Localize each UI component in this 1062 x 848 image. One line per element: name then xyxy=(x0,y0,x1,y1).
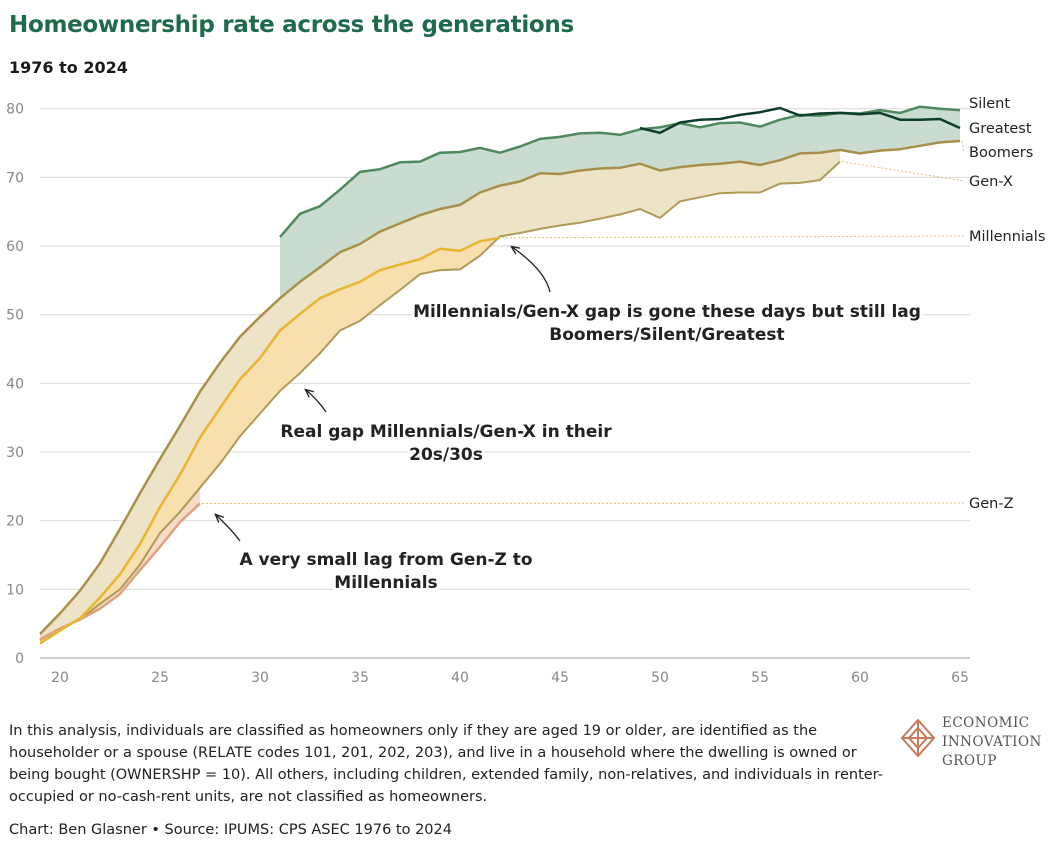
x-tick-label: 50 xyxy=(651,670,669,686)
x-tick-label: 30 xyxy=(251,670,269,686)
y-tick-label: 0 xyxy=(15,651,24,667)
x-tick-label: 40 xyxy=(451,670,469,686)
series-labels: Silent Greatest Boomers Gen-X Millennials Gen… xyxy=(969,96,1045,512)
annotation-text: A very small lag from Gen-Z to xyxy=(239,550,532,570)
x-tick-label: 45 xyxy=(551,670,569,686)
annotation-text: Boomers/Silent/Greatest xyxy=(549,325,784,345)
leader-gen-z xyxy=(201,502,965,505)
logo-line-2: INNOVATION xyxy=(942,734,1042,750)
series-line-greatest xyxy=(639,106,961,135)
annotation-text: Millennials xyxy=(334,573,437,593)
series-label-gen-x: Gen-X xyxy=(969,174,1013,190)
annotation-halo: Real gap Millennials/Gen-X in their xyxy=(280,422,612,442)
y-tick-label: 50 xyxy=(6,308,24,324)
annotation-arrow xyxy=(216,515,241,542)
logo-line-3: GROUP xyxy=(942,753,997,769)
leader-millennials xyxy=(501,235,965,239)
chart-title: Homeownership rate across the generation… xyxy=(9,12,574,38)
annotation-text: Millennials/Gen-X gap is gone these days… xyxy=(413,302,921,322)
x-tick-label: 35 xyxy=(351,670,369,686)
logo-line-1: ECONOMIC xyxy=(942,715,1030,731)
series-label-gen-z: Gen-Z xyxy=(969,496,1014,512)
annotation-text: 20s/30s xyxy=(409,445,483,465)
x-tick-label: 20 xyxy=(51,670,69,686)
x-tick-label: 55 xyxy=(751,670,769,686)
annotation-halo: Millennials xyxy=(334,573,437,593)
y-tick-label: 40 xyxy=(6,376,24,392)
annotation-halo: A very small lag from Gen-Z to xyxy=(239,550,532,570)
leader-boomers xyxy=(961,140,965,153)
series-label-greatest: Greatest xyxy=(969,121,1032,137)
series-label-silent: Silent xyxy=(969,96,1010,112)
series-lines xyxy=(39,105,961,645)
series-line-millennials xyxy=(39,236,501,645)
annotation-text: Real gap Millennials/Gen-X in their xyxy=(280,422,612,442)
label-leaders xyxy=(201,140,965,505)
area-silent-boomers xyxy=(280,106,960,299)
annotations: Millennials/Gen-X gap is gone these days… xyxy=(216,247,924,596)
x-tick-label: 65 xyxy=(951,670,969,686)
leader-gen-x xyxy=(841,161,965,182)
x-tick-label: 25 xyxy=(151,670,169,686)
chart-subtitle: 1976 to 2024 xyxy=(9,58,128,77)
annotation-halo: Boomers/Silent/Greatest xyxy=(549,325,784,345)
homeownership-chart: 0 10 20 30 40 50 60 70 80 20 25 30 35 40 45 50 55 60 65 Si… xyxy=(6,96,1045,686)
x-tick-label: 60 xyxy=(851,670,869,686)
series-label-boomers: Boomers xyxy=(969,145,1033,161)
eig-logo-mark-icon xyxy=(900,718,936,758)
y-tick-label: 20 xyxy=(6,514,24,530)
series-line-boomers xyxy=(39,139,961,635)
y-tick-label: 30 xyxy=(6,445,24,461)
y-tick-label: 70 xyxy=(6,170,24,186)
y-tick-label: 80 xyxy=(6,102,24,118)
annotation-arrow xyxy=(306,390,327,413)
y-tick-label: 10 xyxy=(6,582,24,598)
series-label-millennials: Millennials xyxy=(969,229,1045,245)
methodology-footnote: In this analysis, individuals are classi… xyxy=(9,723,883,805)
eig-logo-text: ECONOMIC INNOVATION GROUP xyxy=(942,714,1042,771)
eig-logo: ECONOMIC INNOVATION GROUP xyxy=(896,714,1056,774)
series-line-gen-x xyxy=(39,160,841,641)
source-credit: Chart: Ben Glasner • Source: IPUMS: CPS … xyxy=(9,822,452,838)
annotation-arrow xyxy=(512,247,551,293)
annotation-halo: Millennials/Gen-X gap is gone these days… xyxy=(413,302,921,322)
annotation-halo: 20s/30s xyxy=(409,445,483,465)
y-tick-label: 60 xyxy=(6,239,24,255)
